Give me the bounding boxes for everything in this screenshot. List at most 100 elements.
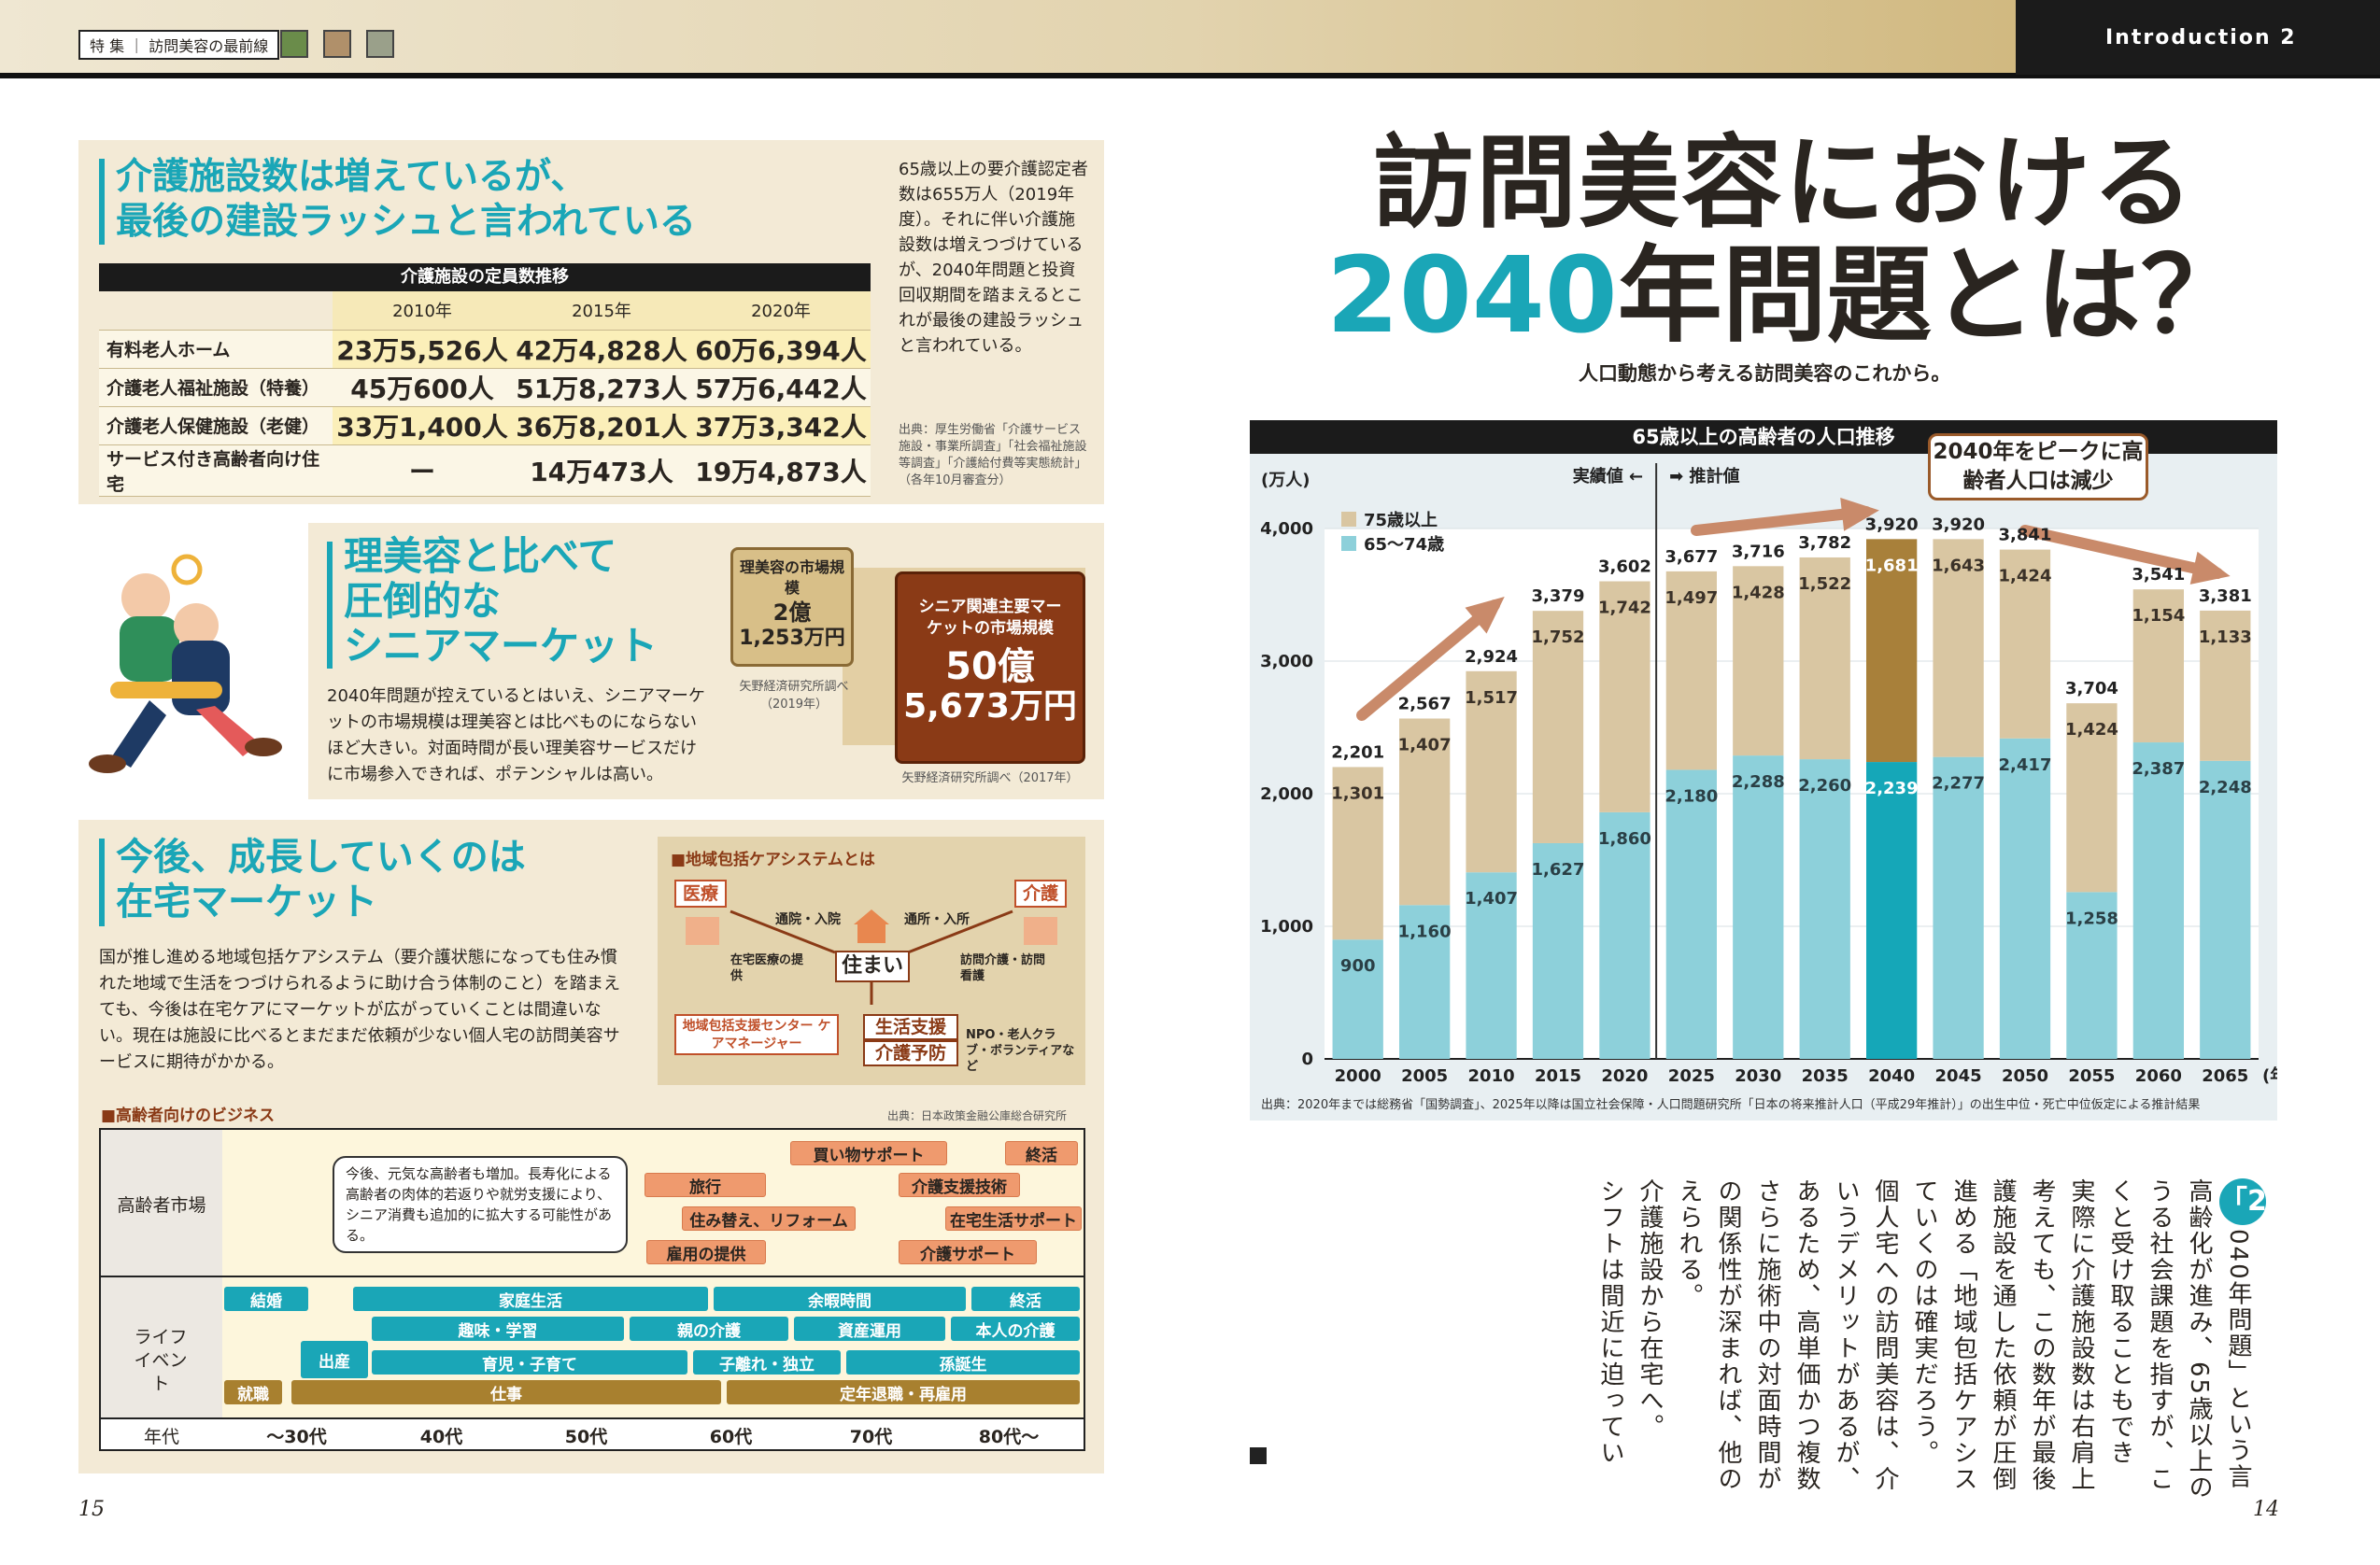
age-label: 40代 [419,1427,463,1447]
chart-callout: 2040年をピークに高齢者人口は減少 [1928,433,2148,501]
page-title-line1: 訪問美容における [1373,125,2196,242]
trend-arrow [1356,599,1500,721]
bar-75-plus [2200,610,2251,761]
article-end-mark [1250,1447,1267,1464]
header-rule [0,73,2380,78]
bar-total-label: 2,201 [1331,742,1384,762]
age-label: 50代 [564,1427,608,1447]
chip-end-of-life: 終活 [1005,1141,1078,1165]
arrow-label-right: 通所・入所 [904,912,970,927]
article-column: 進める「地域包括ケアシステム」もあり、在宅ケアの方向性へと広がっ [1949,1178,1977,1492]
bar-65-74 [1799,759,1850,1059]
chip-grandchild: 孫誕生 [846,1350,1080,1375]
x-tick-label: 2015 [1535,1066,1581,1086]
article-column: 考えても、この数年が最後の建設ラッシュと言われている。今は介 [2028,1178,2056,1492]
article-dropcap: 「2 [2219,1178,2267,1225]
bar-total-label: 3,716 [1732,542,1785,561]
table-cell: 45万600人 [333,368,512,407]
bar-75-label: 1,752 [1532,627,1585,647]
article-column: うる社会課題を指すが、これ以降、高齢者人口はゆっくり減少してい [2146,1178,2174,1492]
business-row-head [101,1130,222,1449]
bar-65-label: 2,248 [2199,778,2252,797]
article-column: 護施設を通した依頼が圧倒的に多い訪問美容だが、今後は国が推し [1989,1178,2017,1492]
senior-heading-line2: 圧倒的な [344,578,502,624]
y-tick-label: 0 [1301,1050,1313,1069]
article-column: の関係性が深まれば、他のサービスとのハブになることも十分に考 [1714,1178,1742,1492]
facility-table-title-text: 介護施設の定員数推移 [401,267,569,287]
chip-birth: 出産 [301,1341,368,1378]
bar-75-plus [1399,718,1451,906]
article-column: 介護施設から在宅へ。2040年に向けた訪問美容のパラダイム [1636,1178,1664,1440]
bar-65-74 [1933,756,1984,1059]
diagram-arrows [686,909,1057,1005]
header-bar [0,0,2380,77]
bar-total-label: 3,379 [1532,586,1585,606]
table-row: 介護老人福祉施設（特養） 45万600人 51万8,273人 57万6,442人 [99,368,871,407]
chip-job: 就職 [224,1380,282,1404]
article-column: 個人宅への訪問美容は、介護施設に比べると人数をこなせないと [1871,1178,1899,1492]
bar-75-label: 1,522 [1798,574,1851,594]
chip-care-tech: 介護支援技術 [899,1173,1020,1197]
bar-65-label: 1,258 [2065,909,2118,928]
actual-label: 実績値 ← [1573,466,1643,486]
bar-65-label: 900 [1340,956,1376,976]
x-tick-label: 2045 [1935,1066,1982,1086]
bar-65-label: 1,860 [1598,829,1651,849]
big-market-label: シニア関連主要マーケットの市場規模 [918,598,1062,638]
facility-table: 2010年 2015年 2020年 有料老人ホーム 23万5,526人 42万4… [99,291,871,497]
row-label: サービス付き高齢者向け住宅 [99,444,333,497]
small-market-source: 矢野経済研究所調べ（2019年） [739,680,849,712]
facility-heading-line2: 最後の建設ラッシュと言われている [116,201,696,243]
page-title-line2: 2040年問題とは？ [1326,239,2245,353]
business-callout: 今後、元気な高齢者も増加。長寿化による高齢者の肉体的若返りや就労支援により、シニ… [333,1156,628,1253]
chip-hobby: 趣味・学習 [372,1317,624,1341]
bar-75-plus [1466,670,1517,873]
article-column: くと受け取ることもできる。 [2106,1178,2134,1466]
chip-family-life: 家庭生活 [353,1287,708,1311]
bar-65-label: 2,180 [1665,786,1718,806]
section-tab-text: Introduction 2 [2105,25,2297,49]
home-care-note: 訪問介護・訪問看護 [960,953,1046,983]
feature-label: 特 集 ｜ 訪問美容の最前線 [78,30,280,60]
bar-75-plus [1733,566,1784,756]
legend-label-old: 75歳以上 [1364,511,1438,530]
feature-label-text: 特 集 ｜ 訪問美容の最前線 [90,37,269,55]
chip-marriage: 結婚 [224,1287,308,1311]
bar-total-label: 3,920 [1865,515,1919,534]
senior-heading-line1: 理美容と比べて [344,533,617,579]
title-rest: 年問題とは？ [1617,235,2245,357]
table-cell: 33万1,400人 [333,406,512,445]
chip-parent-care: 親の介護 [630,1317,788,1341]
home-market-body: 国が推し進める地域包括ケアシステム（要介護状態になっても住み慣れた地域で生活をつ… [99,948,620,1072]
bar-75-label: 1,407 [1398,735,1452,754]
x-tick-label: 2050 [2002,1066,2048,1086]
corner-cell [99,291,333,331]
business-source: 出典：日本政策金融公庫総合研究所 [887,1109,1068,1122]
row-label-age: 年代 [143,1427,179,1447]
trend-arrow-head [2189,551,2231,585]
trend-arrow-head [1465,597,1505,634]
table-cell: 19万4,873人 [691,444,871,497]
facility-source: 出典：厚生労働省「介護サービス施設・事業所調査」「社会福祉施設等調査」「介護給付… [899,423,1087,487]
article-column: 高齢化が進み、65歳以上の高齢者人口がピークになることで起こり [2185,1178,2213,1502]
title-year: 2040 [1326,235,1618,357]
bar-75-label: 1,497 [1665,588,1718,608]
x-tick-label: 2065 [2202,1066,2248,1086]
bar-75-label: 1,424 [2065,720,2118,740]
row-divider [101,1417,1084,1419]
table-cell: 57万6,442人 [691,368,871,407]
home-heading-line1: 今後、成長していくのは [116,836,526,879]
row-label: 介護老人保健施設（老健） [99,406,333,445]
bar-total-label: 2,567 [1398,694,1452,713]
home-box: 住まい [835,951,910,982]
population-chart: 0 1,000 2,000 3,000 4,000 (万人) 実績値 ← ➡ 推計値 75歳以上… [1260,463,2277,1086]
age-label: 70代 [849,1427,893,1447]
row-divider [101,1276,1084,1277]
projected-label: ➡ 推計値 [1669,466,1739,486]
trend-arrow-head [1840,497,1879,531]
bar-65-label: 2,277 [1932,774,1985,794]
legend-swatch-young [1341,536,1356,551]
bar-65-74 [2132,742,2184,1059]
chip-childcare: 育児・子育て [372,1350,687,1375]
bar-65-74 [1999,738,2051,1059]
